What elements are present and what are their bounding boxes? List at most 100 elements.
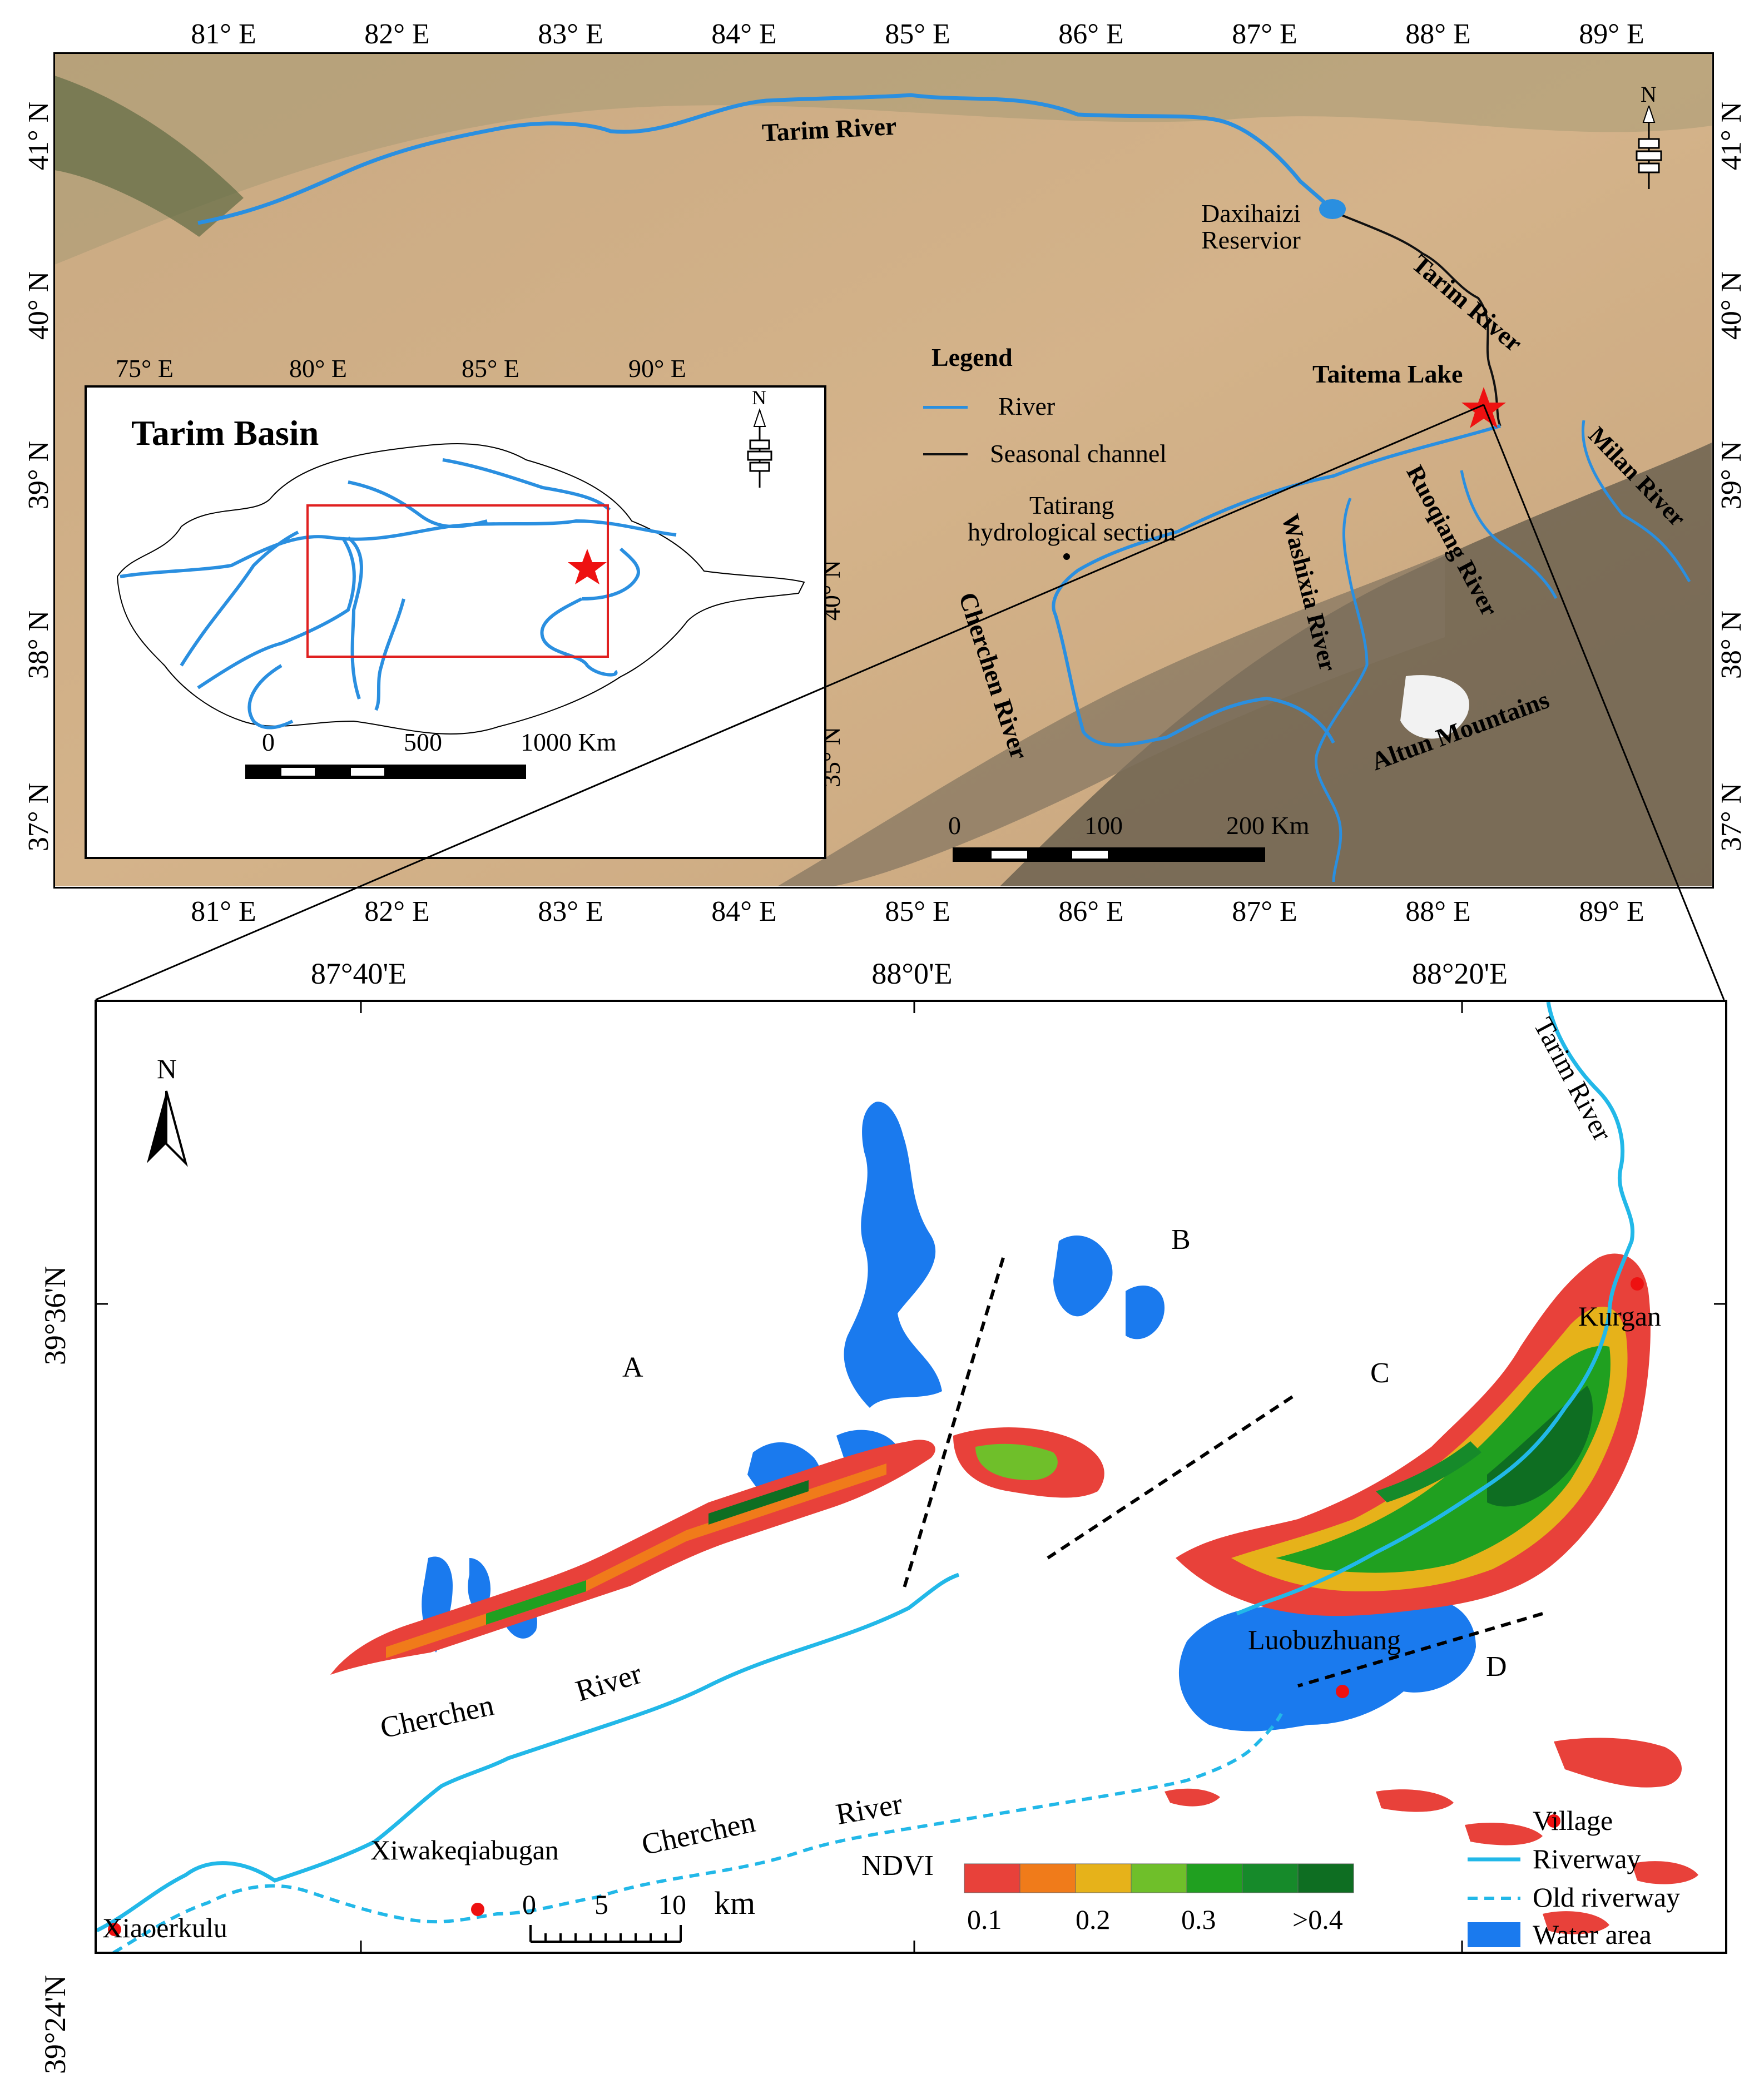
lon-tick: 89° E bbox=[1579, 18, 1644, 50]
zone-d-label: D bbox=[1486, 1651, 1507, 1683]
ndvi-label-04: >0.4 bbox=[1292, 1904, 1343, 1935]
inset-lon-tick: 75° E bbox=[116, 354, 174, 383]
village-points bbox=[108, 1277, 1644, 1936]
ndvi-label-03: 0.3 bbox=[1181, 1904, 1216, 1935]
legend-river-swatch bbox=[923, 406, 968, 409]
legend-seasonal-label: Seasonal channel bbox=[990, 439, 1167, 468]
reservoir-shape bbox=[1319, 199, 1346, 219]
ndvi-swatch bbox=[1186, 1863, 1243, 1893]
lon-tick: 84° E bbox=[711, 18, 777, 50]
village-kurgan: Kurgan bbox=[1578, 1301, 1662, 1332]
tatirang-point bbox=[1063, 553, 1070, 560]
top-scale-label-100: 100 bbox=[1084, 811, 1123, 840]
village-luobuzhuang: Luobuzhuang bbox=[1248, 1624, 1401, 1655]
cherchen-river-line bbox=[1052, 424, 1501, 747]
bottom-scale-bar bbox=[529, 1925, 682, 1943]
lat-tick: 39°36'N bbox=[38, 1266, 72, 1366]
top-map-frame bbox=[53, 52, 1714, 889]
north-letter: N bbox=[1641, 82, 1657, 107]
inset-frame: Tarim Basin bbox=[85, 385, 826, 859]
ndvi-swatch bbox=[1242, 1863, 1299, 1893]
mountain-ridge bbox=[777, 554, 1445, 886]
scale-label-0: 0 bbox=[522, 1889, 536, 1920]
ndvi-swatch bbox=[964, 1863, 1020, 1893]
ndvi-title: NDVI bbox=[861, 1850, 934, 1882]
legend-old-riverway-label: Old riverway bbox=[1533, 1882, 1681, 1913]
zone-b-label: B bbox=[1171, 1224, 1191, 1256]
tarim-river-line bbox=[197, 93, 1336, 225]
seasonal-channel-line bbox=[1333, 211, 1502, 426]
study-area-box bbox=[306, 504, 609, 658]
zoom-lines bbox=[95, 404, 1725, 1001]
inset-scale-bar bbox=[245, 765, 526, 779]
daxihaizi-label: Daxihaizi Reservior bbox=[1201, 199, 1301, 255]
lat-tick: 39°24'N bbox=[38, 1974, 72, 2074]
lon-tick: 81° E bbox=[191, 896, 256, 927]
inset-north-icon bbox=[747, 408, 772, 488]
legend-water-label: Water area bbox=[1533, 1919, 1652, 1950]
top-north-arrow: N bbox=[1629, 83, 1668, 195]
north-icon bbox=[1636, 106, 1662, 189]
lon-tick: 85° E bbox=[885, 896, 950, 927]
washixia-river-line bbox=[1314, 498, 1369, 882]
inset-lon-tick: 80° E bbox=[289, 354, 347, 383]
oasis-patch bbox=[54, 76, 244, 237]
village-xiaoerkulu: Xiaoerkulu bbox=[102, 1912, 227, 1943]
ndvi-swatch bbox=[1297, 1863, 1354, 1893]
top-scale-label-0: 0 bbox=[948, 811, 961, 840]
scale-unit: km bbox=[714, 1885, 756, 1921]
inset-scale-500: 500 bbox=[404, 728, 442, 756]
old-riverway bbox=[112, 1713, 1283, 1952]
northern-vegetation bbox=[54, 53, 1712, 265]
ndvi-swatch bbox=[1131, 1863, 1187, 1893]
lon-tick: 88°0'E bbox=[871, 957, 953, 990]
lon-tick: 83° E bbox=[538, 18, 603, 50]
top-scale-bar bbox=[953, 847, 1265, 862]
bottom-north-letter: N bbox=[157, 1053, 177, 1084]
ndvi-label-01: 0.1 bbox=[967, 1904, 1002, 1935]
inset-lon-tick: 85° E bbox=[462, 354, 519, 383]
inset-star bbox=[568, 549, 607, 584]
ndvi-swatch bbox=[1075, 1863, 1132, 1893]
bottom-map-frame: N A B C D Kurgan Luobuzhuang Xiwakeqiabu… bbox=[95, 1000, 1727, 1954]
zone-dividers bbox=[901, 1257, 1543, 1688]
legend-village-label: Village bbox=[1533, 1805, 1613, 1836]
lon-tick: 88°20'E bbox=[1411, 957, 1508, 990]
legend-seasonal-swatch bbox=[923, 453, 968, 455]
ndvi-label-02: 0.2 bbox=[1076, 1904, 1111, 1935]
ndvi-colorbar bbox=[964, 1863, 1354, 1893]
inset-north-letter: N bbox=[752, 386, 766, 409]
bottom-north-icon bbox=[147, 1090, 188, 1167]
lon-tick: 87°40'E bbox=[310, 957, 407, 990]
lon-tick: 81° E bbox=[191, 18, 256, 50]
cherchen-riverway bbox=[97, 1572, 960, 1933]
ruoqiang-river-line bbox=[1460, 470, 1558, 599]
ndvi-vegetation bbox=[330, 1253, 1698, 1934]
taitema-label: Taitema Lake bbox=[1312, 360, 1463, 388]
inset-rivers bbox=[120, 458, 677, 730]
ndvi-swatch bbox=[1019, 1863, 1076, 1893]
legend-title: Legend bbox=[931, 343, 1013, 371]
inset-scale-0: 0 bbox=[262, 728, 275, 756]
graticule-ticks bbox=[97, 1002, 1725, 1952]
lon-tick: 86° E bbox=[1058, 18, 1124, 50]
lon-tick: 83° E bbox=[538, 896, 603, 927]
lon-tick: 88° E bbox=[1405, 896, 1471, 927]
zone-a-label: A bbox=[622, 1352, 643, 1383]
inset-basin-svg bbox=[116, 408, 805, 779]
taitema-star bbox=[1461, 387, 1506, 428]
lon-tick: 86° E bbox=[1058, 896, 1124, 927]
bottom-map: 87°40'E 88°0'E 88°20'E 39°36'N 39°24'N bbox=[0, 945, 1764, 2074]
inset-lon-tick: 90° E bbox=[628, 354, 686, 383]
top-map: 81° E 82° E 83° E 84° E 85° E 86° E 87° … bbox=[0, 0, 1764, 1001]
top-scale-label-200: 200 Km bbox=[1226, 811, 1310, 840]
lon-tick: 84° E bbox=[711, 896, 777, 927]
tatirang-label: Tatirang hydrological section bbox=[968, 491, 1176, 547]
scale-label-10: 10 bbox=[658, 1889, 686, 1920]
lon-tick: 82° E bbox=[364, 896, 430, 927]
inset-title: Tarim Basin bbox=[131, 413, 319, 453]
village-xiwakeqiabugan: Xiwakeqiabugan bbox=[370, 1834, 559, 1865]
lon-tick: 82° E bbox=[364, 18, 430, 50]
snow-patch bbox=[1400, 675, 1469, 739]
zone-c-label: C bbox=[1370, 1357, 1390, 1389]
